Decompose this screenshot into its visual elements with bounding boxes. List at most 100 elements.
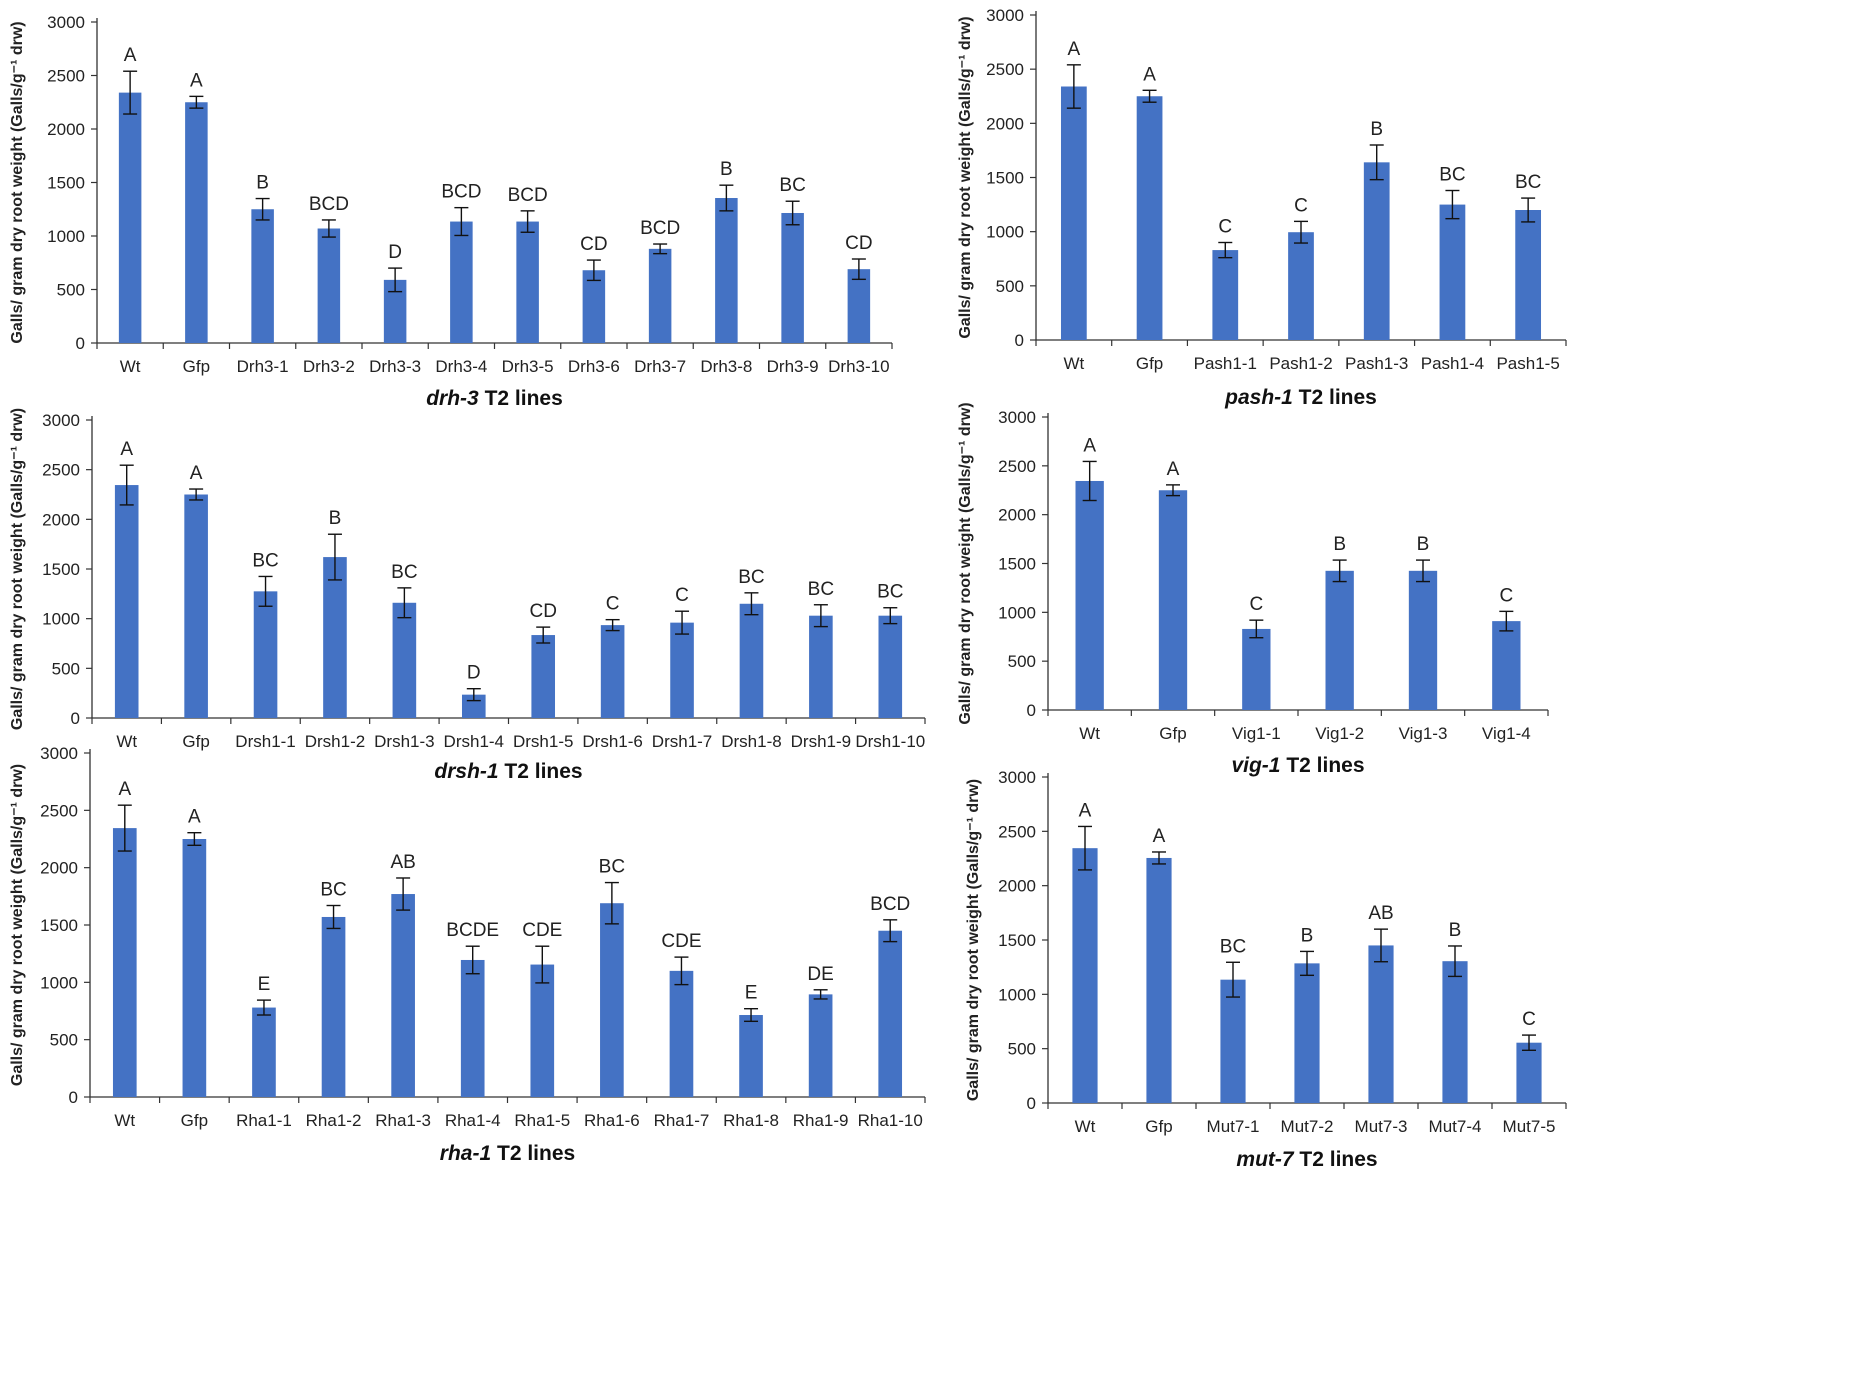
bar-Mut7-5 (1516, 1042, 1542, 1103)
bar-Wt (1060, 86, 1087, 340)
y-tick-label: 500 (996, 277, 1024, 296)
y-tick-label: 2500 (47, 67, 85, 86)
bar-Drh3-10 (847, 269, 871, 343)
significance-letter: BC (877, 582, 903, 603)
x-category-label: Drh3-4 (435, 357, 487, 376)
bar-Drh3-7 (648, 248, 672, 343)
bar-Gfp (182, 839, 207, 1097)
bar-Drsh1-2 (323, 557, 347, 718)
significance-letter: DE (807, 964, 833, 985)
significance-letter: C (1218, 217, 1232, 238)
y-tick-label: 1000 (998, 603, 1036, 622)
significance-letter: AB (1368, 903, 1393, 924)
x-category-label: Drh3-2 (303, 357, 355, 376)
bar-Drh3-5 (516, 221, 539, 343)
x-category-label: Rha1-5 (514, 1111, 570, 1130)
significance-letter: A (118, 779, 131, 800)
y-axis-title: Galls/ gram dry root weight (Galls/g⁻¹ d… (957, 402, 974, 724)
significance-letter: A (190, 70, 203, 91)
bar-Drh3-1 (251, 209, 274, 343)
x-category-label: Pash1-2 (1269, 354, 1332, 373)
bar-Pash1-2 (1288, 232, 1314, 340)
bar-Rha1-1 (252, 1007, 276, 1097)
y-axis-title: Galls/ gram dry root weight (Galls/g⁻¹ d… (9, 764, 26, 1086)
bar-Rha1-8 (739, 1015, 763, 1097)
significance-letter: C (675, 585, 689, 606)
significance-letter: A (1079, 800, 1092, 821)
x-category-label: Rha1-8 (723, 1111, 779, 1130)
x-category-label: Wt (1063, 354, 1084, 373)
significance-letter: E (745, 983, 758, 1004)
bar-Pash1-3 (1363, 162, 1390, 340)
significance-letter: B (1333, 534, 1346, 555)
significance-letter: BCD (870, 894, 910, 915)
x-category-label: Gfp (1145, 1117, 1172, 1136)
y-axis-title: Galls/ gram dry root weight (Galls/g⁻¹ d… (957, 16, 974, 338)
y-tick-label: 3000 (47, 13, 85, 32)
x-axis-title-rest: T2 lines (491, 1142, 575, 1165)
significance-letter: B (1370, 119, 1383, 140)
bar-Rha1-10 (878, 930, 903, 1097)
y-axis-title: Galls/ gram dry root weight (Galls/g⁻¹ d… (9, 21, 26, 343)
x-axis-title-gene: drsh-1 (434, 760, 498, 783)
y-tick-label: 0 (76, 334, 85, 353)
y-tick-label: 1500 (42, 560, 80, 579)
significance-letter: A (1083, 435, 1096, 456)
y-tick-label: 0 (1027, 1094, 1036, 1113)
y-tick-label: 0 (71, 709, 80, 728)
x-category-label: Vig1-4 (1482, 724, 1531, 743)
y-tick-label: 500 (50, 1031, 78, 1050)
bar-Rha1-9 (808, 994, 833, 1097)
bar-Rha1-3 (391, 894, 415, 1097)
bar-Gfp (184, 494, 208, 718)
chart-panel-pash-1: 0 500 1000 1500 2000 2500 3000 A Wt A Gfp C Pash1-1 C… (957, 6, 1567, 409)
significance-letter: BCDE (446, 920, 499, 941)
bar-Mut7-3 (1368, 945, 1394, 1103)
x-axis-title: rha-1 T2 lines (440, 1142, 575, 1165)
y-tick-label: 1000 (986, 223, 1024, 242)
chart-panel-rha-1: 0 500 1000 1500 2000 2500 3000 A Wt A Gfp E Rha1-1 BC… (9, 744, 926, 1165)
y-tick-label: 2500 (40, 801, 78, 820)
x-category-label: Gfp (1159, 724, 1186, 743)
x-category-label: Mut7-5 (1503, 1117, 1556, 1136)
bar-Drsh1-1 (253, 591, 278, 718)
significance-letter: A (124, 45, 137, 66)
significance-letter: B (720, 159, 733, 180)
bar-Drsh1-7 (670, 622, 694, 718)
x-category-label: Drsh1-2 (305, 732, 365, 751)
significance-letter: D (467, 663, 481, 684)
x-axis-title-gene: pash-1 (1224, 386, 1293, 409)
y-tick-label: 2500 (998, 822, 1036, 841)
significance-letter: C (606, 594, 620, 615)
y-tick-label: 0 (1027, 701, 1036, 720)
y-tick-label: 1500 (998, 555, 1036, 574)
significance-letter: C (1499, 585, 1513, 606)
bar-Gfp (185, 102, 208, 343)
x-category-label: Drh3-1 (237, 357, 289, 376)
x-axis-title-gene: vig-1 (1231, 754, 1280, 777)
significance-letter: AB (390, 852, 415, 873)
chart-panel-vig-1: 0 500 1000 1500 2000 2500 3000 A Wt A Gfp C Vig1-1 B V… (957, 402, 1549, 777)
significance-letter: BC (779, 175, 805, 196)
significance-letter: C (1249, 594, 1263, 615)
x-axis-title: vig-1 T2 lines (1231, 754, 1364, 777)
significance-letter: A (1167, 459, 1180, 480)
x-category-label: Rha1-6 (584, 1111, 640, 1130)
significance-letter: B (1301, 925, 1314, 946)
x-category-label: Mut7-2 (1281, 1117, 1334, 1136)
significance-letter: A (1143, 64, 1156, 85)
bar-Vig1-1 (1242, 628, 1271, 710)
significance-letter: BC (320, 880, 346, 901)
significance-letter: A (190, 463, 203, 484)
significance-letter: A (1068, 39, 1081, 60)
significance-letter: A (1153, 826, 1166, 847)
chart-panel-mut-7: 050010001500200025003000AWtAGfpBCMut7-1B… (965, 768, 1567, 1171)
significance-letter: D (388, 242, 402, 263)
y-tick-label: 2000 (998, 506, 1036, 525)
y-tick-label: 500 (1008, 652, 1036, 671)
bar-Wt (118, 92, 142, 344)
significance-letter: CD (529, 601, 556, 622)
bar-Gfp (1158, 490, 1188, 710)
x-category-label: Drsh1-4 (444, 732, 504, 751)
significance-letter: C (1294, 195, 1308, 216)
